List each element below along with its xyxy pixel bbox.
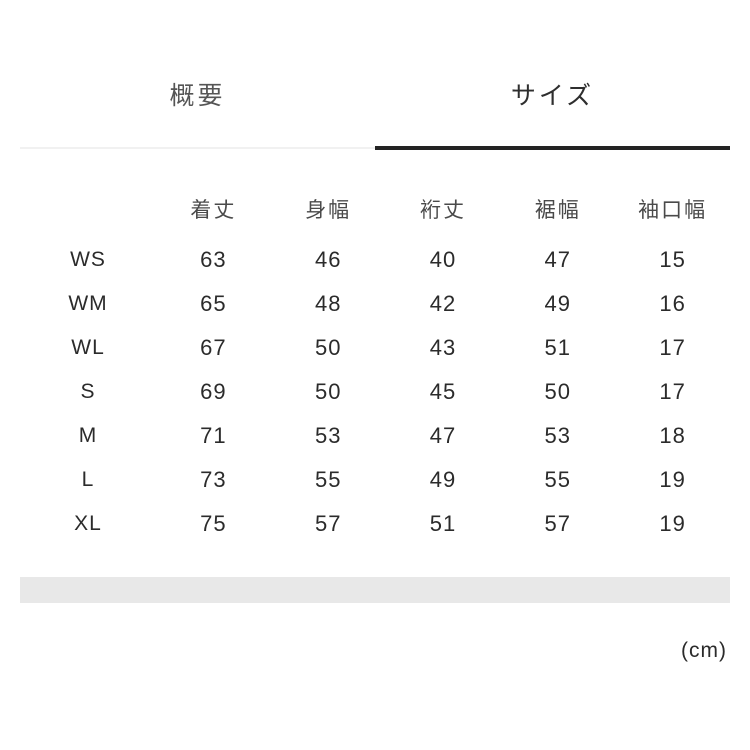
row-label-m: M xyxy=(78,424,98,447)
cell-s-body-length: 69 xyxy=(200,379,227,404)
size-table-head: 着丈 身幅 裄丈 裾幅 袖口幅 xyxy=(20,180,730,238)
row-label-wm: WM xyxy=(68,292,108,315)
table-row: WM 65 48 42 49 16 xyxy=(20,282,730,326)
cell-ws-hem-width: 47 xyxy=(544,247,572,272)
column-header-chest-width: 身幅 xyxy=(305,199,352,222)
column-header-body-length: 着丈 xyxy=(190,199,237,222)
table-row: XL 75 57 51 57 19 xyxy=(20,502,730,546)
cell-m-cuff-width: 18 xyxy=(659,423,686,448)
cell-m-sleeve-length: 47 xyxy=(429,423,457,448)
cell-m-chest-width: 53 xyxy=(314,423,342,448)
column-header-cuff-width: 袖口幅 xyxy=(638,199,708,222)
column-header-hem-width: 裾幅 xyxy=(534,199,581,222)
tab-size-underline xyxy=(375,146,730,150)
cell-xl-body-length: 75 xyxy=(200,511,227,536)
cell-wl-cuff-width: 17 xyxy=(659,335,686,360)
tab-bar: 概要 サイズ xyxy=(20,62,730,150)
cell-wm-cuff-width: 16 xyxy=(659,291,686,316)
cell-l-sleeve-length: 49 xyxy=(429,467,457,492)
size-measurements-table: 着丈 身幅 裄丈 裾幅 袖口幅 WS 63 46 40 47 15 WM 65 … xyxy=(20,180,730,546)
cell-l-body-length: 73 xyxy=(200,467,227,492)
cell-xl-cuff-width: 19 xyxy=(659,511,686,536)
cell-l-cuff-width: 19 xyxy=(659,467,686,492)
cell-m-hem-width: 53 xyxy=(544,423,572,448)
table-row: S 69 50 45 50 17 xyxy=(20,370,730,414)
cell-wl-hem-width: 51 xyxy=(544,335,572,360)
cell-ws-body-length: 63 xyxy=(200,247,227,272)
cell-xl-sleeve-length: 51 xyxy=(429,511,457,536)
column-header-sleeve-length: 裄丈 xyxy=(419,199,466,222)
cell-ws-cuff-width: 15 xyxy=(659,247,686,272)
cell-xl-hem-width: 57 xyxy=(544,511,572,536)
tab-overview-underline xyxy=(20,147,375,149)
cell-wm-body-length: 65 xyxy=(200,291,227,316)
tab-underline-row xyxy=(20,146,730,150)
table-row: M 71 53 47 53 18 xyxy=(20,414,730,458)
table-row: WL 67 50 43 51 17 xyxy=(20,326,730,370)
section-divider-band xyxy=(20,577,730,603)
row-label-xl: XL xyxy=(74,512,102,535)
cell-ws-chest-width: 46 xyxy=(314,247,342,272)
cell-wl-chest-width: 50 xyxy=(314,335,342,360)
cell-s-cuff-width: 17 xyxy=(659,379,686,404)
cell-l-chest-width: 55 xyxy=(314,467,342,492)
row-label-wl: WL xyxy=(71,336,105,359)
unit-note: (cm) xyxy=(681,639,727,662)
row-label-l: L xyxy=(81,468,95,491)
table-row: WS 63 46 40 47 15 xyxy=(20,238,730,282)
table-header-row: 着丈 身幅 裄丈 裾幅 袖口幅 xyxy=(20,180,730,238)
cell-s-hem-width: 50 xyxy=(544,379,572,404)
column-header-size xyxy=(20,180,156,238)
cell-ws-sleeve-length: 40 xyxy=(429,247,457,272)
cell-wm-sleeve-length: 42 xyxy=(429,291,457,316)
cell-l-hem-width: 55 xyxy=(544,467,572,492)
cell-wm-chest-width: 48 xyxy=(314,291,342,316)
cell-s-chest-width: 50 xyxy=(314,379,342,404)
row-label-s: S xyxy=(80,380,96,403)
cell-wl-body-length: 67 xyxy=(200,335,227,360)
cell-s-sleeve-length: 45 xyxy=(429,379,457,404)
cell-wm-hem-width: 49 xyxy=(544,291,572,316)
cell-m-body-length: 71 xyxy=(200,423,227,448)
tab-size-label: サイズ xyxy=(510,82,595,110)
row-label-ws: WS xyxy=(70,248,106,271)
size-table-body: WS 63 46 40 47 15 WM 65 48 42 49 16 WL 6… xyxy=(20,238,730,546)
tab-overview[interactable]: 概要 xyxy=(20,62,375,150)
table-row: L 73 55 49 55 19 xyxy=(20,458,730,502)
tab-overview-label: 概要 xyxy=(169,82,226,110)
tab-size[interactable]: サイズ xyxy=(375,62,730,150)
cell-wl-sleeve-length: 43 xyxy=(429,335,457,360)
cell-xl-chest-width: 57 xyxy=(314,511,342,536)
